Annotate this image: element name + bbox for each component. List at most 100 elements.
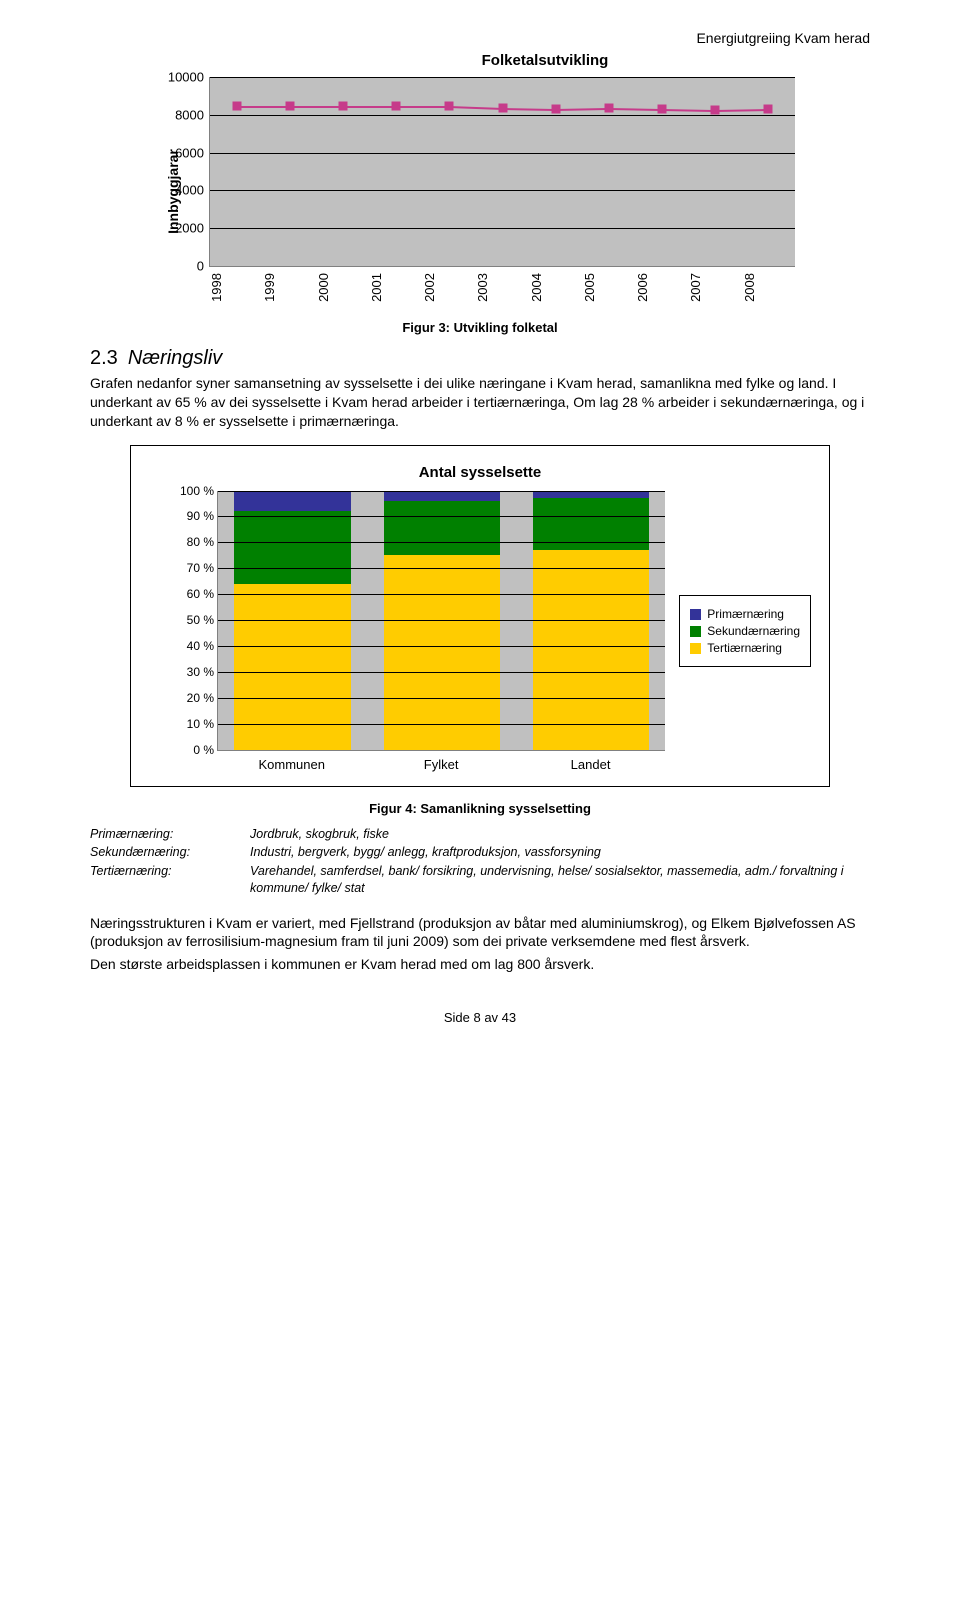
chart1-xlabel: 2005	[582, 273, 635, 306]
chart1-xlabel: 2001	[369, 273, 422, 306]
definition-body: Varehandel, samferdsel, bank/ forsikring…	[250, 863, 870, 898]
figure3-caption: Figur 3: Utvikling folketal	[90, 320, 870, 335]
chart1-xlabel: 2008	[742, 273, 795, 306]
chart1-xlabel: 2000	[316, 273, 369, 306]
chart1-marker	[498, 104, 507, 113]
chart1-ytick-label: 2000	[175, 221, 204, 236]
chart2-ytick-label: 10 %	[187, 717, 214, 731]
chart2-gridline	[218, 698, 665, 699]
chart2-segment-primar	[533, 491, 649, 499]
chart1-line-segment	[662, 109, 713, 111]
chart2-segment-primar	[234, 491, 350, 512]
chart2-ytick-label: 90 %	[187, 509, 214, 523]
chart2-gridline	[218, 594, 665, 595]
page-footer: Side 8 av 43	[90, 1010, 870, 1025]
chart1-line-segment	[237, 106, 288, 108]
definition-term: Tertiærnæring:	[90, 863, 250, 898]
chart2-legend: Primærnæring Sekundærnæring Tertiærnæring	[679, 595, 811, 667]
chart1-xlabel: 2007	[688, 273, 741, 306]
chart2-xlabel: Kommunen	[233, 757, 350, 772]
chart2-gridline	[218, 516, 665, 517]
chart2-gridline	[218, 542, 665, 543]
section-number: 2.3	[90, 347, 118, 369]
chart2-gridline	[218, 646, 665, 647]
chart2-segment-tertiar	[384, 555, 500, 749]
chart2-xlabel: Landet	[532, 757, 649, 772]
chart1-xlabel: 2006	[635, 273, 688, 306]
chart2-ytick-label: 80 %	[187, 535, 214, 549]
chart1-ytick-label: 8000	[175, 107, 204, 122]
legend-swatch	[690, 609, 701, 620]
chart1-gridline	[210, 77, 795, 78]
legend-swatch	[690, 643, 701, 654]
chart1-title: Folketalsutvikling	[482, 52, 609, 69]
chart1-marker	[604, 104, 613, 113]
chart1-gridline	[210, 115, 795, 116]
chart1-marker	[338, 102, 347, 111]
definition-body: Jordbruk, skogbruk, fiske	[250, 826, 870, 844]
paragraph-2: Næringsstrukturen i Kvam er variert, med…	[90, 914, 870, 952]
definition-term: Primærnæring:	[90, 826, 250, 844]
chart1-line-segment	[609, 108, 660, 110]
chart2-xlabel: Fylket	[383, 757, 500, 772]
legend-label: Primærnæring	[707, 607, 784, 621]
paragraph-3: Den største arbeidsplassen i kommunen er…	[90, 955, 870, 974]
chart1-ytick-label: 4000	[175, 183, 204, 198]
chart1-gridline	[210, 228, 795, 229]
definition-row: Primærnæring:Jordbruk, skogbruk, fiske	[90, 826, 870, 844]
chart2-ytick-label: 40 %	[187, 639, 214, 653]
definition-row: Sekundærnæring:Industri, bergverk, bygg/…	[90, 844, 870, 862]
chart1-gridline	[210, 190, 795, 191]
chart1-marker	[551, 105, 560, 114]
chart2-gridline	[218, 568, 665, 569]
chart1-line-segment	[556, 108, 607, 110]
chart1-figure: Folketalsutvikling Innbyggjarar 02000400…	[165, 52, 795, 306]
chart2-ytick-label: 60 %	[187, 587, 214, 601]
chart1-marker	[711, 106, 720, 115]
chart1-gridline	[210, 153, 795, 154]
chart1-marker	[658, 105, 667, 114]
legend-label: Sekundærnæring	[707, 624, 800, 638]
chart1-line-segment	[290, 106, 341, 108]
chart1-line-segment	[715, 109, 766, 111]
section-heading: 2.3 Næringsliv	[90, 347, 870, 370]
chart2-ytick-label: 0 %	[193, 743, 214, 757]
chart1-marker	[285, 102, 294, 111]
chart2-gridline	[218, 491, 665, 492]
chart2-segment-tertiar	[533, 550, 649, 749]
chart1-ytick-label: 10000	[168, 70, 204, 85]
legend-swatch	[690, 626, 701, 637]
chart1-xlabel: 2002	[422, 273, 475, 306]
chart2-segment-tertiar	[234, 584, 350, 750]
chart2-gridline	[218, 672, 665, 673]
paragraph-1: Grafen nedanfor syner samansetning av sy…	[90, 374, 870, 431]
definitions-block: Primærnæring:Jordbruk, skogbruk, fiskeSe…	[90, 826, 870, 898]
chart1-xlabel: 2004	[529, 273, 582, 306]
legend-row-sekundar: Sekundærnæring	[690, 624, 800, 638]
chart2-ytick-label: 70 %	[187, 561, 214, 575]
chart1-marker	[392, 102, 401, 111]
chart1-xlabel: 1999	[262, 273, 315, 306]
chart1-xlabel: 1998	[209, 273, 262, 306]
definition-body: Industri, bergverk, bygg/ anlegg, kraftp…	[250, 844, 870, 862]
chart2-segment-sekundar	[234, 511, 350, 584]
chart2-figure: Antal sysselsette 0 %10 %20 %30 %40 %50 …	[130, 445, 830, 787]
legend-row-primar: Primærnæring	[690, 607, 800, 621]
chart2-ytick-label: 20 %	[187, 691, 214, 705]
chart2-gridline	[218, 620, 665, 621]
legend-row-tertiar: Tertiærnæring	[690, 641, 800, 655]
chart2-title: Antal sysselsette	[149, 464, 811, 481]
chart2-ytick-label: 30 %	[187, 665, 214, 679]
definition-row: Tertiærnæring:Varehandel, samferdsel, ba…	[90, 863, 870, 898]
section-title: Næringsliv	[128, 347, 222, 369]
chart2-gridline	[218, 724, 665, 725]
figure4-caption: Figur 4: Samanlikning sysselsetting	[90, 801, 870, 816]
header-right: Energiutgreiing Kvam herad	[90, 30, 870, 46]
chart1-ytick-label: 6000	[175, 145, 204, 160]
chart1-ytick-label: 0	[197, 259, 204, 274]
chart1-line-segment	[343, 106, 394, 108]
chart1-line-segment	[396, 106, 447, 108]
definition-term: Sekundærnæring:	[90, 844, 250, 862]
legend-label: Tertiærnæring	[707, 641, 782, 655]
chart1-line-segment	[449, 106, 500, 109]
